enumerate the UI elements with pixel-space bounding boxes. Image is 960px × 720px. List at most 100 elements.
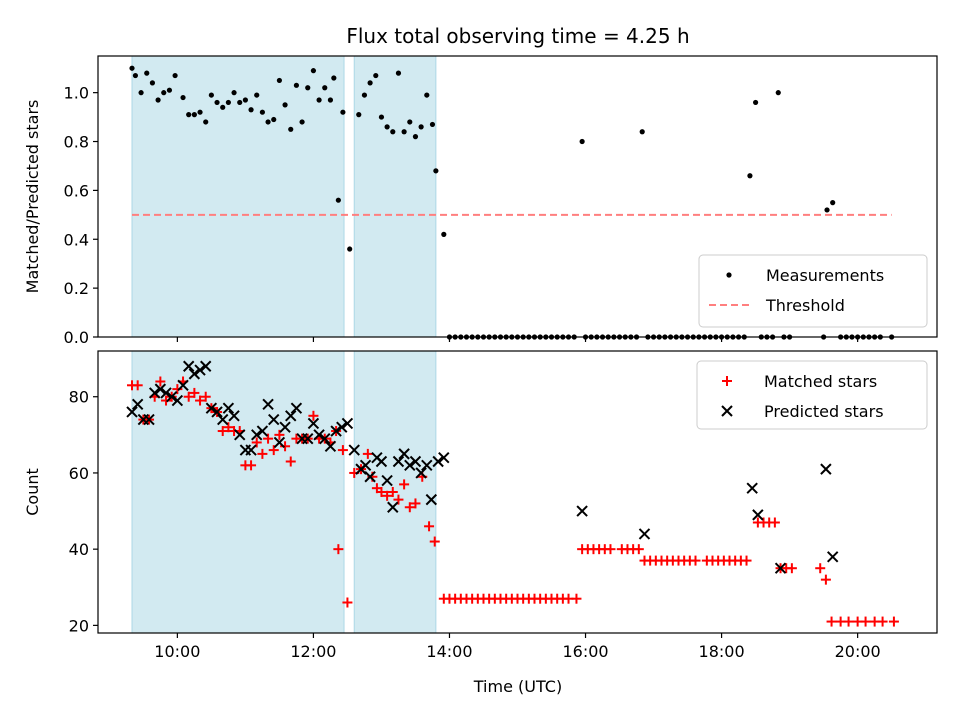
predicted-star-point (211, 406, 223, 418)
measurement-point (331, 75, 337, 81)
matched-star-point (815, 563, 826, 574)
matched-star-point (161, 395, 172, 406)
legend-label: Matched stars (764, 372, 877, 391)
predicted-star-point (268, 413, 280, 426)
predicted-star-point (432, 455, 444, 468)
predicted-star-point (143, 413, 155, 426)
x-tick-label: 12:00 (290, 642, 336, 661)
matched-star-point (741, 555, 752, 566)
matched-star-point (633, 544, 644, 555)
predicted-star-point (251, 429, 263, 441)
measurement-point (361, 92, 368, 98)
predicted-star-point (375, 455, 388, 468)
x-tick-label: 10:00 (154, 642, 200, 661)
predicted-star-point (330, 425, 342, 437)
predicted-star-point (234, 429, 246, 441)
predicted-star-point (245, 444, 257, 456)
measurement-point (340, 109, 346, 115)
predicted-star-point (200, 360, 212, 372)
predicted-star-point (319, 432, 331, 445)
matched-star-point (786, 563, 797, 574)
measurement-point (282, 102, 288, 108)
predicted-star-point (359, 459, 372, 472)
measurement-point (271, 116, 277, 123)
legend: Measurements Threshold (698, 254, 928, 328)
matched-star-point (132, 380, 143, 391)
predicted-star-point (256, 425, 269, 437)
measurement-point (356, 112, 362, 118)
observing-span (131, 350, 345, 634)
measurement-point (441, 231, 447, 237)
measurement-point (161, 90, 167, 96)
matched-star-point (333, 544, 344, 555)
predicted-star-point (820, 463, 832, 475)
matched-star-point (382, 490, 393, 501)
measurement-point (367, 80, 373, 86)
measurement-point (180, 94, 186, 101)
measurement-point (265, 119, 271, 125)
predicted-star-point (222, 402, 235, 414)
legend-matched-swatch (722, 376, 732, 386)
matched-star-point (195, 395, 206, 406)
measurement-point (225, 99, 231, 106)
predicted-star-point (348, 444, 360, 456)
measurement-point (197, 109, 203, 115)
y-tick-label: 40 (69, 540, 89, 559)
measurement-point (824, 207, 830, 213)
predicted-star-point (415, 467, 427, 479)
measurement-point (412, 134, 419, 140)
predicted-star-point (182, 360, 195, 372)
legend-box (696, 360, 928, 430)
measurement-point (752, 99, 759, 106)
predicted-star-point (262, 398, 274, 411)
predicted-star-point (217, 413, 229, 426)
measurement-point (288, 126, 294, 132)
y-tick-label: 0.8 (64, 133, 89, 152)
matched-star-point (308, 410, 319, 421)
measurement-point (327, 97, 334, 103)
measurement-point (129, 65, 135, 71)
predicted-star-point (392, 455, 405, 468)
predicted-star-point (341, 417, 354, 430)
measurement-point (231, 90, 237, 96)
y-tick-label: 0.6 (64, 181, 89, 200)
matched-star-point (877, 616, 888, 627)
measurement-point (395, 70, 402, 76)
measurement-point (384, 124, 390, 130)
measurement-point (144, 70, 150, 76)
measurement-point (155, 97, 161, 103)
matched-star-point (362, 448, 373, 459)
measurement-point (214, 99, 220, 106)
axes-frame (97, 350, 938, 634)
predicted-star-point (421, 459, 433, 472)
measurement-point (639, 129, 645, 135)
matched-star-point (605, 544, 616, 555)
measurement-point (390, 129, 396, 135)
y-tick-label: 20 (69, 616, 89, 635)
predicted-star-point (313, 429, 325, 441)
legend-measurement-swatch (726, 272, 732, 278)
measurement-point (322, 85, 328, 91)
measurement-point (747, 173, 753, 179)
matched-star-point (246, 460, 257, 471)
legend-box (698, 254, 928, 328)
matched-star-point (217, 426, 228, 437)
predicted-star-point (826, 551, 839, 563)
matched-star-point (189, 387, 200, 398)
predicted-star-point (752, 509, 764, 521)
predicted-star-point (336, 421, 348, 433)
measurement-point (299, 119, 305, 125)
measurement-point (186, 112, 192, 118)
measurement-point (335, 197, 341, 203)
matched-star-point (376, 487, 387, 497)
predicted-star-point (177, 379, 189, 392)
predicted-star-point (290, 402, 303, 414)
predicted-star-point (324, 440, 337, 452)
axes-frame (97, 55, 938, 338)
measurement-point (203, 119, 209, 125)
measurement-point (830, 200, 836, 206)
measurement-point (166, 87, 173, 93)
matched-star-point (410, 498, 421, 509)
matched-star-point (342, 597, 353, 608)
